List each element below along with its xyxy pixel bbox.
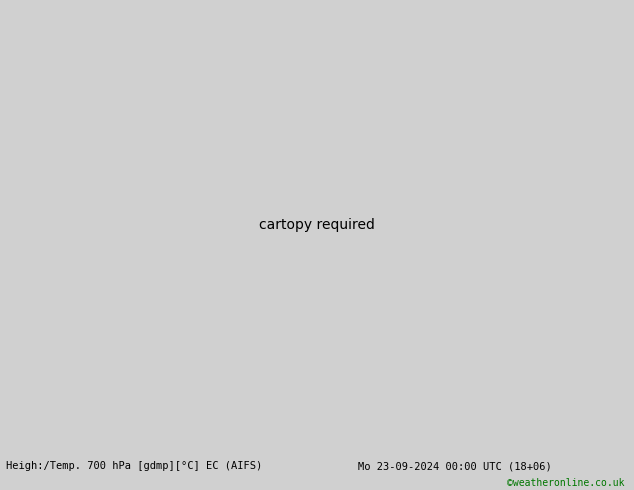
Text: Mo 23-09-2024 00:00 UTC (18+06): Mo 23-09-2024 00:00 UTC (18+06) bbox=[358, 461, 552, 471]
Text: Heigh:/Temp. 700 hPa [gdmp][°C] EC (AIFS): Heigh:/Temp. 700 hPa [gdmp][°C] EC (AIFS… bbox=[6, 461, 262, 471]
Text: ©weatheronline.co.uk: ©weatheronline.co.uk bbox=[507, 478, 624, 488]
Text: cartopy required: cartopy required bbox=[259, 218, 375, 232]
